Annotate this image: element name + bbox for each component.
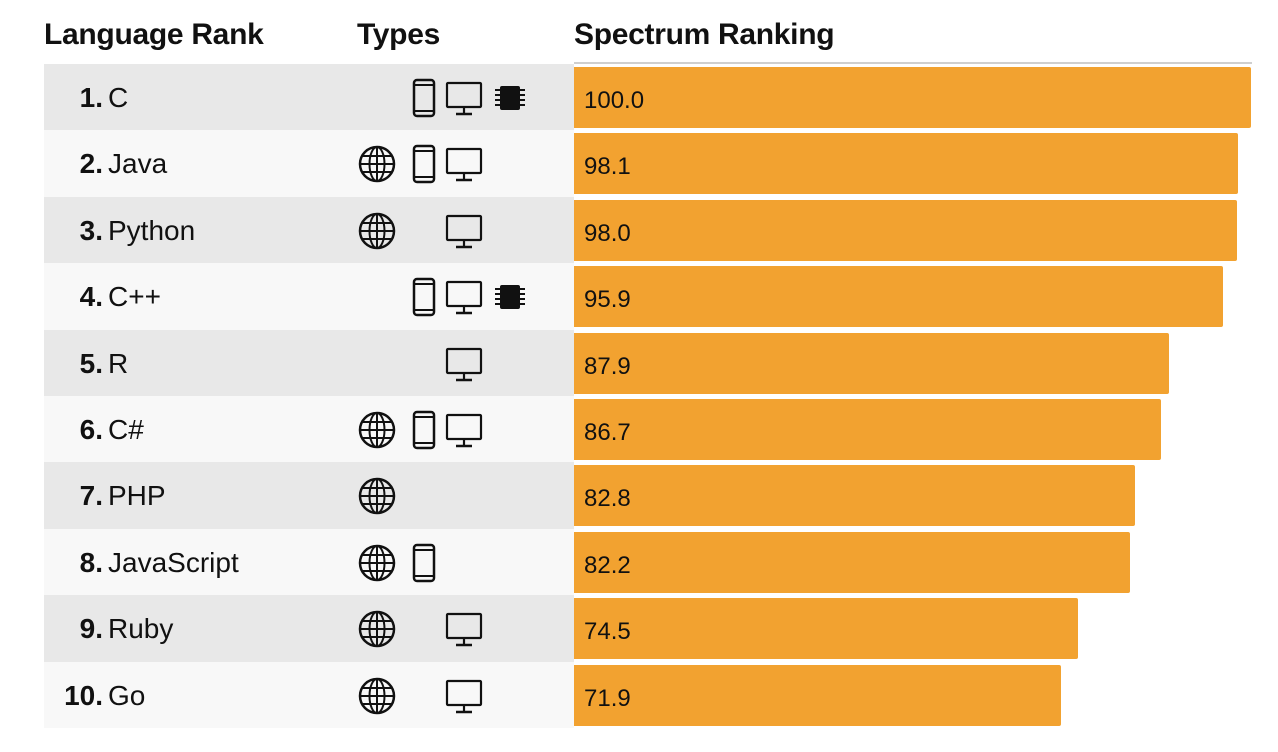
language-name[interactable]: C [108,82,129,113]
table-row[interactable]: 1. C 100.0 [44,64,1252,131]
mobile-phone-icon [404,78,444,118]
rank-number: 9. [79,613,103,645]
globe-icon [357,609,397,649]
bar-value-label: 82.2 [584,551,631,579]
desktop-monitor-icon [444,78,484,118]
bar-track: 71.9 [574,661,1252,728]
mobile-phone-icon [404,410,444,450]
ranking-bar: 98.0 [574,199,1238,261]
rank-number: 2. [79,148,103,180]
header-types[interactable]: Types [357,18,440,51]
rank-number: 1. [79,82,103,113]
language-name[interactable]: PHP [108,480,166,512]
desktop-monitor-icon [444,344,484,384]
language-name[interactable]: C# [108,413,144,445]
language-name[interactable]: Java [108,148,168,180]
ranking-bar: 98.1 [574,133,1239,195]
bar-track: 100.0 [574,64,1252,131]
bar-track: 82.8 [574,462,1252,529]
table-row[interactable]: 9. Ruby 74.5 [44,595,1252,662]
bar-value-label: 74.5 [584,618,631,646]
rank-number: 4. [79,281,103,313]
globe-icon [357,144,397,184]
rank-number: 5. [79,347,103,379]
desktop-monitor-icon [444,211,484,251]
desktop-monitor-icon [444,144,484,184]
globe-icon [357,676,397,716]
table-row[interactable]: 6. C# 86.7 [44,395,1252,463]
ranking-bar: 87.9 [574,332,1170,394]
bar-value-label: 86.7 [584,418,631,446]
rank-number: 3. [79,214,103,246]
ranking-bar: 82.2 [574,531,1131,593]
ranking-table: 1. C 100.0 2. Java 98.1 3. Python 98.0 4. C++ 95.9 5… [44,64,1252,728]
chip-icon [490,277,530,317]
table-row[interactable]: 3. Python 98.0 [44,196,1252,264]
rank-number: 10. [64,679,103,711]
table-row[interactable]: 2. Java 98.1 [44,130,1252,197]
header-divider [574,62,1252,64]
globe-icon [357,543,397,583]
language-name[interactable]: C++ [108,281,161,313]
bar-track: 95.9 [574,263,1252,330]
ranking-bar: 86.7 [574,398,1161,460]
rank-number: 8. [79,546,103,578]
header-spectrum-ranking[interactable]: Spectrum Ranking [574,18,835,51]
mobile-phone-icon [404,277,444,317]
chip-icon [490,78,530,118]
bar-value-label: 71.9 [584,684,631,712]
ranking-bar: 95.9 [574,266,1224,328]
bar-track: 82.2 [574,528,1252,596]
ranking-bar: 100.0 [574,67,1251,128]
language-name[interactable]: Ruby [108,613,174,645]
table-row[interactable]: 7. PHP 82.8 [44,462,1252,529]
mobile-phone-icon [404,543,444,583]
bar-track: 87.9 [574,329,1252,396]
table-row[interactable]: 8. JavaScript 82.2 [44,528,1252,596]
bar-value-label: 100.0 [584,87,645,114]
header-language-rank[interactable]: Language Rank [44,18,264,51]
desktop-monitor-icon [444,609,484,649]
bar-track: 74.5 [574,595,1252,662]
desktop-monitor-icon [444,277,484,317]
mobile-phone-icon [404,144,444,184]
table-row[interactable]: 5. R 87.9 [44,329,1252,396]
desktop-monitor-icon [444,410,484,450]
bar-track: 98.1 [574,130,1252,197]
bar-value-label: 95.9 [584,286,631,314]
bar-track: 86.7 [574,395,1252,463]
bar-value-label: 98.1 [584,153,631,181]
ranking-bar: 71.9 [574,664,1061,726]
globe-icon [357,211,397,251]
language-name[interactable]: Python [108,214,196,246]
globe-icon [357,410,397,450]
rank-number: 7. [79,480,103,512]
table-row[interactable]: 4. C++ 95.9 [44,263,1252,330]
ranking-bar: 74.5 [574,598,1079,660]
bar-track: 98.0 [574,196,1252,264]
language-name[interactable]: R [108,347,129,379]
rank-number: 6. [79,413,103,445]
ranking-bar: 82.8 [574,465,1135,527]
bar-value-label: 98.0 [584,219,631,247]
bar-value-label: 87.9 [584,352,631,380]
globe-icon [357,476,397,516]
table-header: Language Rank Types Spectrum Ranking [0,0,1278,64]
desktop-monitor-icon [444,676,484,716]
table-row[interactable]: 10. Go 71.9 [44,661,1252,728]
language-name[interactable]: Go [108,679,146,711]
bar-value-label: 82.8 [584,485,631,513]
language-name[interactable]: JavaScript [108,546,239,578]
